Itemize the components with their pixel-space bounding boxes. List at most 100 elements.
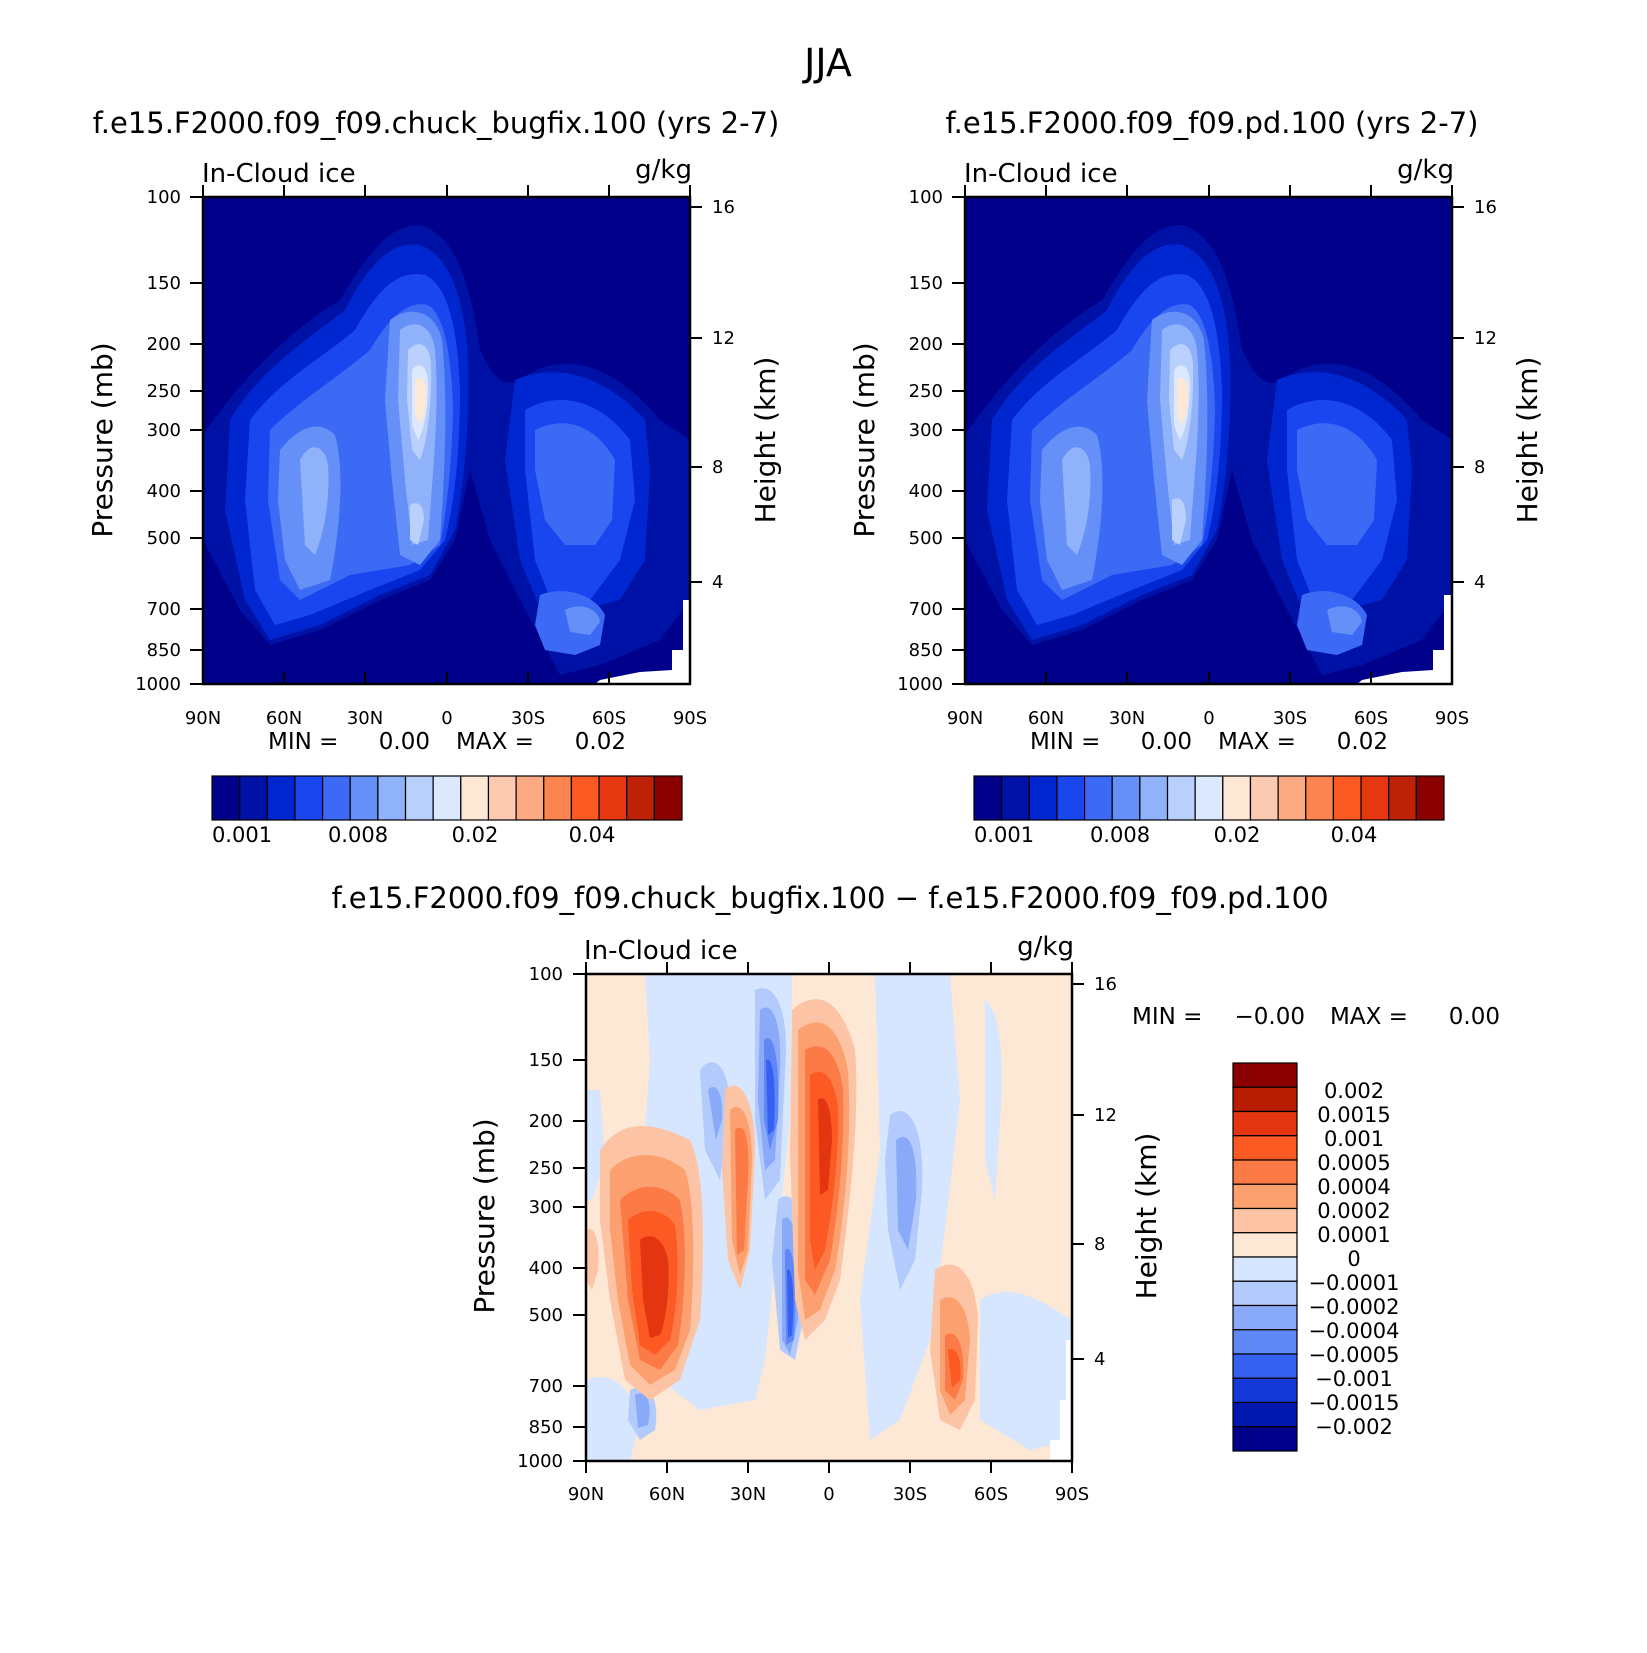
x-tick-label: 90N (185, 708, 221, 729)
y-axis-label: Pressure (mb) (848, 342, 881, 537)
colorbar-label: 0.0001 (1317, 1223, 1390, 1247)
min-value: 0.00 (379, 729, 430, 755)
colorbar-swatch (377, 775, 407, 821)
colorbar-swatch (1232, 1329, 1298, 1355)
y-tick-label: 1000 (897, 674, 943, 695)
contour-field (203, 197, 690, 684)
colorbar-swatch (626, 775, 655, 821)
y-tick-label: 100 (909, 187, 943, 208)
colorbar-swatch (1232, 1426, 1298, 1452)
panel-title: f.e15.F2000.f09_f09.chuck_bugfix.100 (yr… (93, 106, 780, 140)
contour-fill (640, 1236, 669, 1338)
contour-fill (1172, 498, 1186, 545)
contour-fill (586, 1229, 599, 1290)
colorbar-swatch (1232, 1256, 1298, 1282)
colorbar-label: −0.002 (1315, 1415, 1393, 1439)
panel-title: f.e15.F2000.f09_f09.chuck_bugfix.100 − f… (331, 881, 1328, 915)
right-tick-label: 8 (712, 457, 723, 478)
contour-fill (708, 1086, 723, 1140)
figure-title: JJA (802, 41, 852, 85)
y-axis-label: Pressure (mb) (468, 1118, 501, 1313)
contour-fill (980, 1291, 1072, 1450)
min-value: −0.00 (1235, 1004, 1305, 1030)
x-tick-label: 60N (1028, 708, 1064, 729)
colorbar-labels: 0.002 0.0015 0.001 0.0005 0.0004 0.0002 … (1308, 1079, 1399, 1439)
contour-fill (948, 1349, 961, 1388)
right-tick-label: 12 (1474, 328, 1497, 349)
colorbar-swatch (1056, 775, 1086, 821)
colorbar-swatch (1001, 775, 1030, 821)
x-tick-label: 60S (974, 1484, 1008, 1505)
x-tick-labels: 90N 60N 30N 0 30S 60S 90S (947, 708, 1469, 729)
colorbar-label: 0.002 (1324, 1079, 1384, 1103)
y-tick-label: 200 (529, 1111, 563, 1132)
contour-fill (410, 503, 424, 545)
y-tick-label: 700 (909, 599, 943, 620)
right-tick-label: 8 (1094, 1234, 1105, 1255)
missing-data (1050, 1340, 1072, 1461)
colorbar-swatch (432, 775, 462, 821)
y-tick-label: 200 (147, 334, 181, 355)
colorbar-swatch (1232, 1232, 1298, 1258)
variable-label: In-Cloud ice (964, 159, 1118, 189)
colorbar-label: 0.001 (1324, 1127, 1384, 1151)
stats: MIN = −0.00 MAX = 0.00 (1132, 1004, 1500, 1030)
contour-fill (1177, 377, 1188, 425)
colorbar-label: 0.008 (1090, 823, 1150, 847)
x-tick-label: 60N (649, 1484, 685, 1505)
colorbar-swatch (1360, 775, 1390, 821)
colorbar (211, 775, 683, 821)
y-tick-label: 400 (147, 481, 181, 502)
colorbar-label: −0.0002 (1308, 1295, 1399, 1319)
contour-fill (766, 1059, 775, 1135)
colorbar-swatch (973, 775, 1003, 821)
contour-fill (735, 1127, 749, 1255)
panel-title: f.e15.F2000.f09_f09.pd.100 (yrs 2-7) (946, 106, 1479, 140)
y-tick-label: 100 (529, 964, 563, 985)
y-tick-label: 700 (147, 599, 181, 620)
colorbar-swatch (321, 775, 351, 821)
right-tick-label: 4 (1474, 572, 1485, 593)
colorbar-labels: 0.001 0.008 0.02 0.04 (974, 823, 1377, 847)
colorbar-swatch (1388, 775, 1417, 821)
x-tick-label: 90S (1435, 708, 1469, 729)
contour-fill (635, 1393, 650, 1428)
x-tick-label: 0 (823, 1484, 834, 1505)
missing-data (1357, 595, 1452, 684)
contour-fill (565, 606, 600, 635)
colorbar-swatch (460, 775, 490, 821)
min-value: 0.00 (1141, 729, 1192, 755)
colorbar-label: −0.0001 (1308, 1271, 1399, 1295)
x-tick-label: 30N (347, 708, 383, 729)
y-tick-label: 300 (147, 420, 181, 441)
right-tick-label: 12 (1094, 1105, 1117, 1126)
x-tick-label: 60S (592, 708, 626, 729)
missing-data (595, 600, 690, 684)
right-tick-label: 8 (1474, 457, 1485, 478)
max-label: MAX = (456, 729, 534, 755)
x-tick-label: 30S (893, 1484, 927, 1505)
colorbar-swatch (1232, 1183, 1298, 1210)
right-tick-labels: 16 12 8 4 (1474, 197, 1497, 593)
units-label: g/kg (635, 155, 692, 185)
x-axis-ticks (585, 962, 1073, 1473)
colorbar-swatch (570, 775, 600, 821)
contour-fill (300, 447, 329, 555)
contour-field (586, 974, 1072, 1461)
colorbar-swatch (1232, 1304, 1298, 1331)
colorbar-swatch (1111, 775, 1141, 821)
colorbar-swatch (1232, 1280, 1298, 1307)
y-tick-label: 250 (909, 381, 943, 402)
colorbar-swatch (487, 775, 517, 821)
colorbar-swatch (1232, 1353, 1298, 1379)
y-tick-label: 850 (909, 640, 943, 661)
right-tick-label: 16 (712, 197, 735, 218)
contour-fill (985, 1000, 1002, 1200)
colorbar-swatch (349, 775, 379, 821)
y-tick-label: 500 (529, 1305, 563, 1326)
y-tick-labels: 100 150 200 250 300 400 500 700 850 1000 (517, 964, 563, 1472)
colorbar-label: 0.04 (1331, 823, 1378, 847)
y-tick-label: 150 (909, 273, 943, 294)
y-axis-ticks (190, 196, 203, 685)
